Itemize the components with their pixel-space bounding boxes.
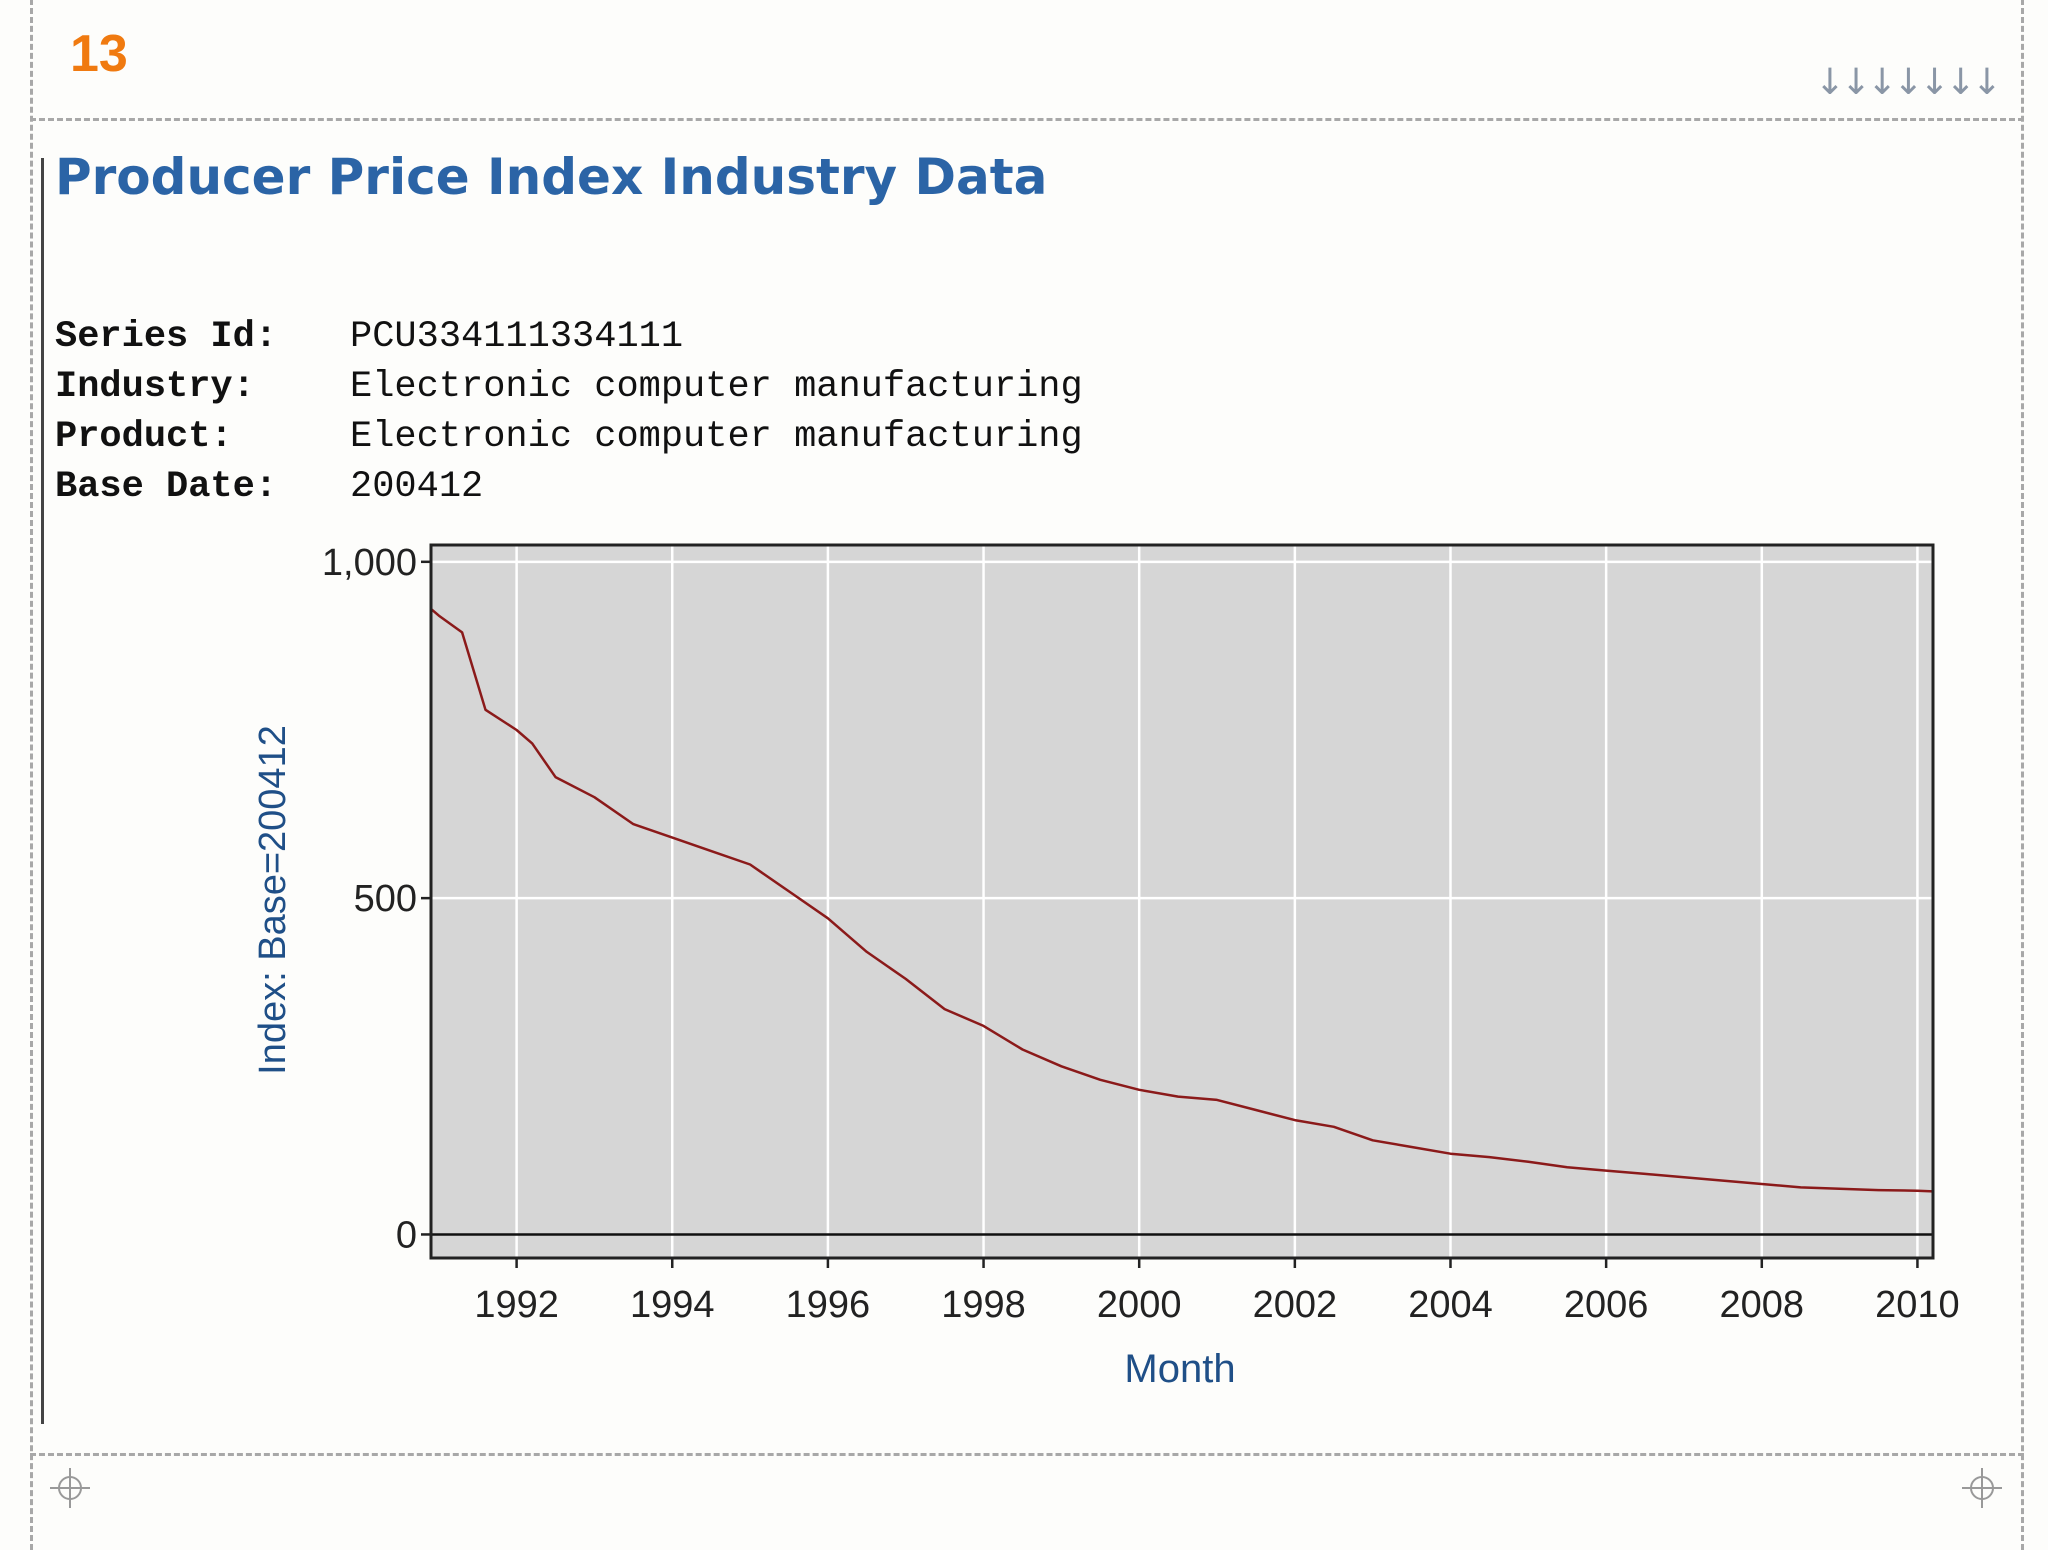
metadata-label: Base Date: (55, 466, 278, 508)
x-tick-label: 2004 (1408, 1284, 1493, 1326)
metadata-value: PCU334111334111 (350, 316, 684, 358)
metadata-row: Industry: Electronic computer manufactur… (55, 362, 1083, 412)
metadata-label: Industry: (55, 366, 255, 408)
series-line (430, 607, 1934, 1193)
x-tick-label: 2006 (1564, 1284, 1649, 1326)
metadata-row: Series Id: PCU334111334111 (55, 312, 1083, 362)
series-metadata: Series Id: PCU334111334111 Industry: Ele… (55, 312, 1083, 512)
x-tick-label: 2002 (1253, 1284, 1338, 1326)
crosshair-icon (1962, 1468, 2002, 1508)
page-number: 13 (70, 25, 128, 83)
y-tick-label: 1,000 (322, 542, 417, 584)
plot-frame (429, 543, 1935, 1260)
metadata-value: 200412 (350, 466, 484, 508)
x-tick-label: 1992 (474, 1284, 559, 1326)
y-tick-label: 500 (354, 878, 417, 920)
metadata-value: Electronic computer manufacturing (350, 416, 1083, 458)
page-title: Producer Price Index Industry Data (55, 148, 1048, 206)
metadata-row: Base Date: 200412 (55, 462, 1083, 512)
x-tick-label: 2010 (1875, 1284, 1960, 1326)
slide-frame (30, 0, 2024, 1550)
x-tick-label: 2000 (1097, 1284, 1182, 1326)
x-tick-label: 1994 (630, 1284, 715, 1326)
x-axis: 1992 1994 1996 1998 2000 2002 2004 2006 2008 2010 (474, 1258, 1960, 1326)
x-tick-label: 1998 (941, 1284, 1026, 1326)
nav-arrows[interactable]: ↓↓↓↓↓↓↓ (1814, 62, 2002, 103)
series-lines (430, 607, 1934, 1193)
y-tick-label: 0 (396, 1214, 417, 1256)
y-axis: 0 500 1,000 (322, 542, 431, 1256)
grid-lines (431, 545, 1933, 1258)
x-tick-label: 2008 (1720, 1284, 1805, 1326)
content-left-bar (41, 158, 44, 1424)
metadata-row: Product: Electronic computer manufacturi… (55, 412, 1083, 462)
crosshair-icon (50, 1468, 90, 1508)
x-axis-label: Month (1124, 1347, 1235, 1391)
metadata-label: Product: (55, 416, 233, 458)
plot-area (431, 545, 1933, 1258)
slide-divider-bottom (30, 1453, 2024, 1456)
y-axis-label: Index: Base=200412 (252, 725, 294, 1075)
metadata-label: Series Id: (55, 316, 278, 358)
x-tick-label: 1996 (786, 1284, 871, 1326)
slide-divider-top (30, 118, 2024, 121)
metadata-value: Electronic computer manufacturing (350, 366, 1083, 408)
